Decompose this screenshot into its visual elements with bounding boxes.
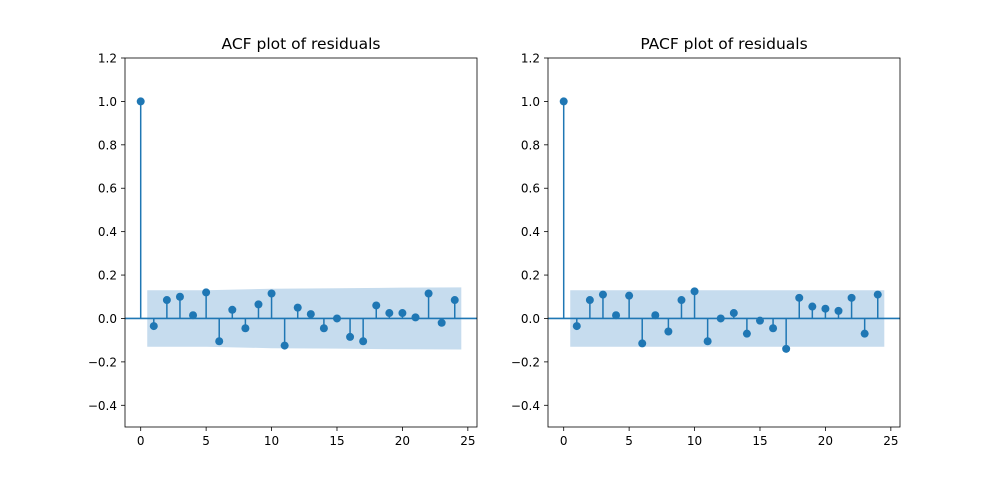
pacf-title: PACF plot of residuals: [640, 35, 807, 53]
pacf-y-tick-label: 0.4: [521, 225, 540, 239]
pacf-panel: PACF plot of residuals 0 5 10 15 20 25 −0.4 −0.…: [511, 35, 901, 448]
acf-point: [293, 303, 302, 312]
pacf-point: [585, 296, 594, 305]
acf-x-tick-label: 10: [264, 434, 279, 448]
acf-y-tick-label: −0.4: [88, 399, 117, 413]
pacf-point: [690, 287, 699, 296]
pacf-point: [847, 293, 856, 302]
pacf-point: [782, 344, 791, 353]
acf-point: [241, 324, 250, 333]
pacf-point: [860, 329, 869, 338]
pacf-y-tick-label: 0.8: [521, 138, 540, 152]
acf-point: [332, 314, 341, 323]
acf-x-tick-label: 20: [395, 434, 410, 448]
pacf-point: [742, 329, 751, 338]
pacf-x-tick-label: 0: [560, 434, 568, 448]
acf-y-tick-label: 0.4: [98, 225, 117, 239]
pacf-y-tick-label: 0.6: [521, 182, 540, 196]
pacf-point: [808, 302, 817, 311]
acf-point: [280, 341, 289, 350]
acf-x-tick-label: 25: [460, 434, 475, 448]
acf-frame: [124, 57, 478, 428]
acf-x-tick-label: 0: [137, 434, 145, 448]
acf-point: [162, 296, 171, 305]
acf-point: [306, 310, 315, 319]
acf-y-tick-label: 0.2: [98, 269, 117, 283]
acf-x-tick-label: 5: [202, 434, 210, 448]
pacf-background: [548, 58, 900, 427]
pacf-point: [625, 291, 634, 300]
pacf-point: [769, 324, 778, 333]
pacf-point: [664, 327, 673, 336]
acf-point: [359, 337, 368, 346]
pacf-frame: [547, 57, 901, 428]
pacf-y-tick-label: −0.4: [511, 399, 540, 413]
pacf-point: [834, 306, 843, 315]
acf-y-tick-label: 1.2: [98, 52, 117, 66]
acf-point: [346, 332, 355, 341]
acf-point: [149, 322, 158, 331]
acf-point: [215, 337, 224, 346]
acf-point: [319, 324, 328, 333]
pacf-point: [638, 339, 647, 348]
pacf-plot-area: 0 5 10 15 20 25 −0.4 −0.2 0.0 0.2 0.4 0.6 0.8 1.0 1.2: [511, 52, 900, 448]
acf-background: [125, 58, 477, 427]
acf-point: [385, 309, 394, 318]
pacf-x-tick-label: 20: [818, 434, 833, 448]
pacf-point: [795, 293, 804, 302]
acf-point: [450, 296, 459, 305]
pacf-x-tick-label: 10: [687, 434, 702, 448]
acf-y-tick-label: −0.2: [88, 355, 117, 369]
pacf-y-tick-label: 0.0: [521, 312, 540, 326]
pacf-point: [703, 337, 712, 346]
pacf-x-tick-label: 15: [752, 434, 767, 448]
pacf-y-tick-label: 0.2: [521, 269, 540, 283]
pacf-y-tick-label: 1.2: [521, 52, 540, 66]
pacf-x-tick-label: 25: [883, 434, 898, 448]
pacf-x-tick-label: 5: [625, 434, 633, 448]
acf-y-tick-label: 0.8: [98, 138, 117, 152]
pacf-y-tick-label: 1.0: [521, 95, 540, 109]
pacf-point: [559, 97, 568, 106]
acf-point: [437, 318, 446, 327]
acf-y-tick-label: 0.0: [98, 312, 117, 326]
pacf-point: [612, 311, 621, 320]
acf-plot-area: 0 5 10 15 20 25 −0.4 −0.2 0.0 0.2 0.4 0.6 0.8 1.0 1.2: [88, 52, 477, 448]
acf-y-tick-label: 0.6: [98, 182, 117, 196]
pacf-point: [716, 314, 725, 323]
acf-point: [189, 311, 198, 320]
acf-point: [372, 301, 381, 310]
pacf-point: [729, 309, 738, 318]
pacf-point: [572, 322, 581, 331]
acf-point: [136, 97, 145, 106]
acf-point: [254, 300, 263, 309]
acf-point: [424, 289, 433, 298]
acf-point: [202, 288, 211, 297]
acf-point: [175, 292, 184, 301]
acf-title: ACF plot of residuals: [222, 35, 381, 53]
acf-x-tick-label: 15: [329, 434, 344, 448]
acf-panel: ACF plot of residuals 0 5 10 15 20 25 −0.4 −0.2…: [88, 35, 478, 448]
acf-point: [267, 289, 276, 298]
pacf-point: [651, 311, 660, 320]
pacf-point: [677, 296, 686, 305]
acf-y-tick-label: 1.0: [98, 95, 117, 109]
acf-point: [411, 313, 420, 322]
pacf-point: [755, 316, 764, 325]
pacf-point: [598, 290, 607, 299]
pacf-point: [873, 290, 882, 299]
acf-point: [228, 305, 237, 314]
pacf-point: [821, 304, 830, 313]
acf-point: [398, 309, 407, 318]
pacf-y-tick-label: −0.2: [511, 355, 540, 369]
